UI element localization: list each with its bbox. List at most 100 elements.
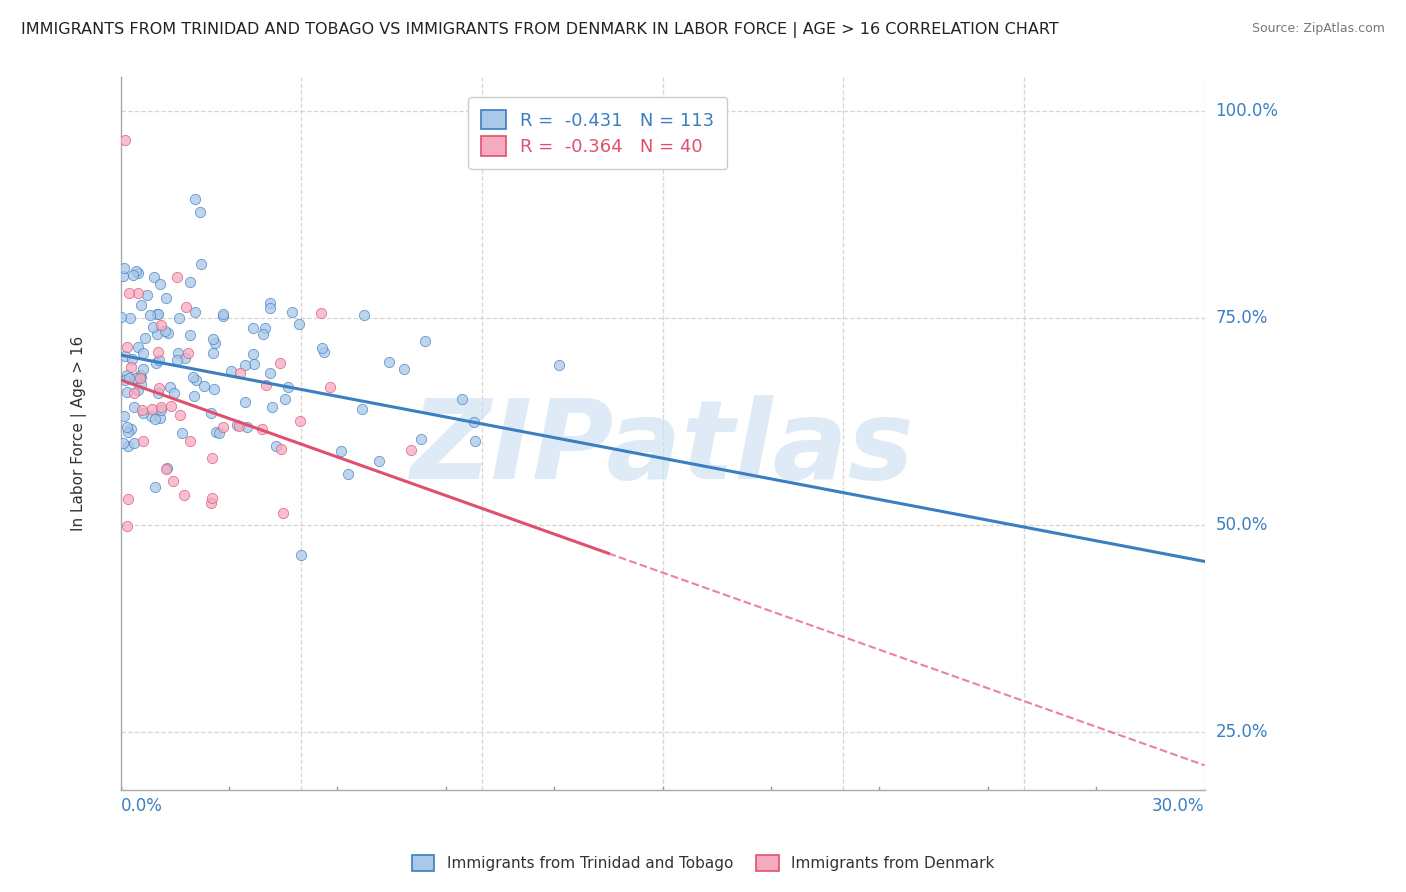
Point — [112, 436, 135, 450]
Point — [169, 311, 191, 326]
Text: 25.0%: 25.0% — [1215, 723, 1268, 741]
Point — [148, 307, 170, 321]
Point — [125, 371, 148, 385]
Point — [132, 406, 155, 420]
Legend: Immigrants from Trinidad and Tobago, Immigrants from Denmark: Immigrants from Trinidad and Tobago, Imm… — [405, 849, 1001, 877]
Point — [254, 321, 277, 335]
Point — [157, 326, 180, 340]
Point — [150, 402, 173, 417]
Point — [172, 426, 194, 441]
Point — [117, 285, 139, 300]
Point — [122, 386, 145, 401]
Point — [212, 309, 235, 323]
Point — [205, 425, 228, 439]
Point — [146, 307, 169, 321]
Point — [181, 370, 204, 384]
Legend: R =  -0.431   N = 113, R =  -0.364   N = 40: R = -0.431 N = 113, R = -0.364 N = 40 — [468, 97, 727, 169]
Point — [242, 320, 264, 334]
Point — [174, 300, 197, 314]
Text: 30.0%: 30.0% — [1152, 797, 1205, 814]
Point — [146, 326, 169, 341]
Point — [401, 443, 423, 458]
Point — [117, 518, 139, 533]
Point — [280, 305, 302, 319]
Point — [179, 327, 201, 342]
Point — [193, 379, 215, 393]
Point — [122, 268, 145, 282]
Point — [149, 318, 172, 333]
Text: IMMIGRANTS FROM TRINIDAD AND TOBAGO VS IMMIGRANTS FROM DENMARK IN LABOR FORCE | : IMMIGRANTS FROM TRINIDAD AND TOBAGO VS I… — [21, 22, 1059, 38]
Point — [148, 386, 170, 401]
Point — [115, 340, 138, 354]
Point — [120, 421, 142, 435]
Point — [413, 334, 436, 348]
Point — [179, 434, 201, 448]
Point — [259, 295, 281, 310]
Point — [367, 454, 389, 468]
Point — [132, 346, 155, 360]
Point — [273, 392, 295, 406]
Point — [145, 480, 167, 494]
Text: 50.0%: 50.0% — [1215, 516, 1268, 534]
Point — [136, 288, 159, 302]
Point — [127, 384, 149, 398]
Point — [183, 389, 205, 403]
Point — [132, 362, 155, 376]
Point — [155, 462, 177, 476]
Point — [179, 275, 201, 289]
Point — [450, 392, 472, 406]
Point — [146, 345, 169, 359]
Point — [145, 356, 167, 370]
Point — [138, 308, 160, 322]
Point — [259, 301, 281, 316]
Point — [548, 358, 571, 372]
Point — [212, 420, 235, 434]
Point — [167, 345, 190, 359]
Point — [121, 352, 143, 367]
Text: ZIPatlas: ZIPatlas — [411, 394, 914, 501]
Point — [120, 360, 142, 375]
Point — [129, 370, 152, 384]
Point — [208, 426, 231, 441]
Point — [202, 382, 225, 396]
Point — [174, 351, 197, 366]
Point — [166, 353, 188, 368]
Point — [117, 492, 139, 507]
Point — [288, 317, 311, 331]
Point — [163, 386, 186, 401]
Point — [139, 409, 162, 423]
Point — [131, 403, 153, 417]
Point — [269, 356, 291, 370]
Point — [271, 507, 294, 521]
Point — [378, 355, 401, 369]
Point — [202, 346, 225, 360]
Point — [148, 352, 170, 367]
Point — [125, 263, 148, 277]
Point — [212, 307, 235, 321]
Point — [150, 400, 173, 414]
Point — [311, 341, 333, 355]
Point — [112, 261, 135, 276]
Point — [201, 450, 224, 465]
Point — [114, 373, 136, 387]
Point — [143, 412, 166, 426]
Point — [309, 306, 332, 320]
Point — [177, 346, 200, 360]
Point — [134, 331, 156, 345]
Point — [200, 406, 222, 420]
Point — [184, 305, 207, 319]
Text: 100.0%: 100.0% — [1215, 102, 1278, 120]
Point — [226, 418, 249, 433]
Point — [314, 345, 336, 359]
Point — [219, 364, 242, 378]
Text: 0.0%: 0.0% — [121, 797, 163, 814]
Point — [122, 435, 145, 450]
Point — [233, 394, 256, 409]
Point — [132, 434, 155, 448]
Point — [149, 410, 172, 425]
Point — [277, 380, 299, 394]
Point — [110, 310, 132, 324]
Text: 75.0%: 75.0% — [1215, 309, 1268, 326]
Point — [155, 292, 177, 306]
Point — [112, 409, 135, 423]
